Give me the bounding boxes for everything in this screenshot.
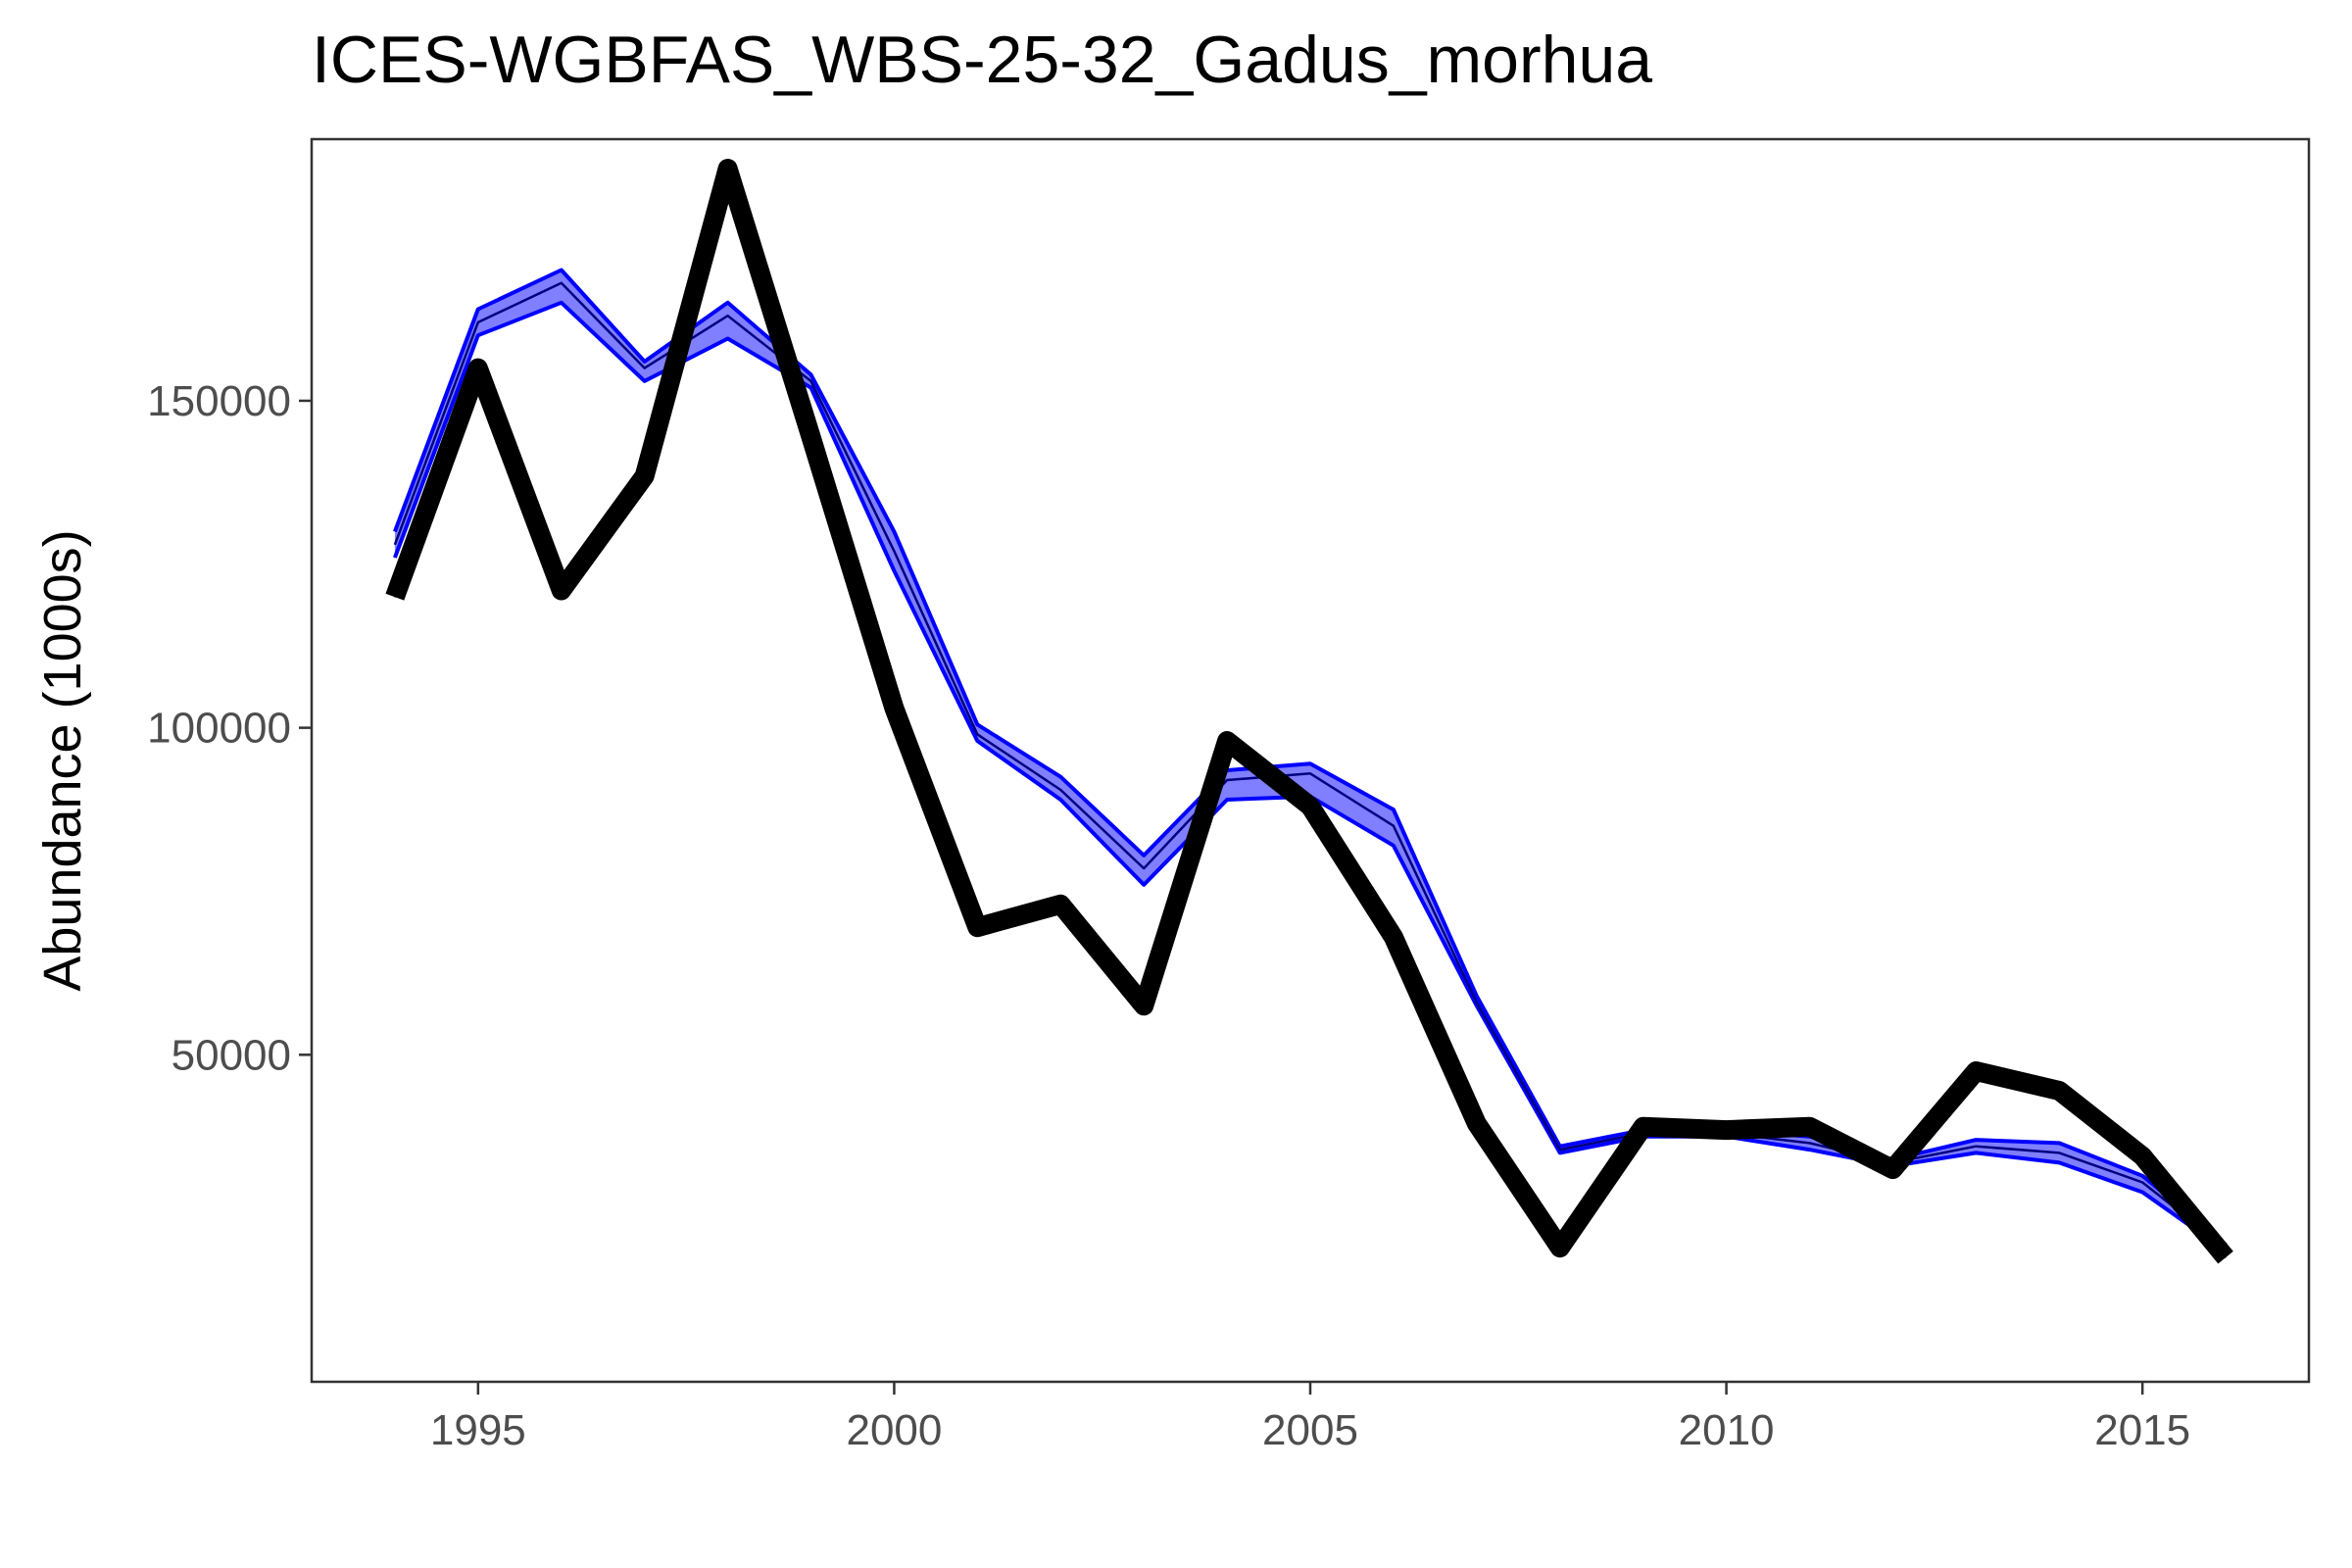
plot-layer [385, 159, 2233, 1264]
chart-title: ICES-WGBFAS_WBS-25-32_Gadus_morhua [312, 23, 1653, 97]
observed-point [727, 168, 729, 170]
observed-point [1642, 1126, 1644, 1128]
observed-point [644, 475, 646, 477]
x-tick-label: 2010 [1679, 1406, 1775, 1454]
observed-point [893, 708, 895, 710]
y-tick-label: 150000 [147, 377, 291, 425]
observed-point [1059, 904, 1061, 906]
observed-point [2141, 1155, 2143, 1157]
y-tick-label: 50000 [172, 1031, 291, 1079]
band-mid-line [393, 281, 2227, 1250]
y-axis-title: Abundance (1000s) [33, 529, 92, 991]
observed-point [1726, 1129, 1728, 1131]
observed-point [1143, 1004, 1145, 1006]
observed-point [810, 436, 811, 438]
x-tick-label: 1995 [430, 1406, 526, 1454]
axes-layer: 1995 2000 2005 2010 2015 50000 100000 150000 [147, 377, 2190, 1454]
observed-point [1393, 936, 1395, 938]
y-tick-label: 100000 [147, 705, 291, 753]
observed-point [1226, 740, 1228, 742]
observed-point [1476, 1122, 1478, 1124]
observed-point [1891, 1168, 1893, 1170]
observed-point [976, 926, 978, 928]
x-tick-label: 2005 [1262, 1406, 1358, 1454]
observed-line [385, 159, 2233, 1264]
observed-point [2225, 1256, 2227, 1258]
x-tick-label: 2000 [846, 1406, 942, 1454]
observed-point [2058, 1090, 2060, 1092]
band-area [394, 270, 2227, 1251]
observed-point [1809, 1126, 1810, 1128]
band-upper-line [393, 268, 2228, 1247]
observed-point [1309, 806, 1311, 808]
observed-point [1975, 1070, 1977, 1072]
observed-point [561, 590, 563, 591]
x-tick-label: 2015 [2094, 1406, 2190, 1454]
observed-point [394, 596, 396, 598]
observed-point [1559, 1247, 1561, 1249]
